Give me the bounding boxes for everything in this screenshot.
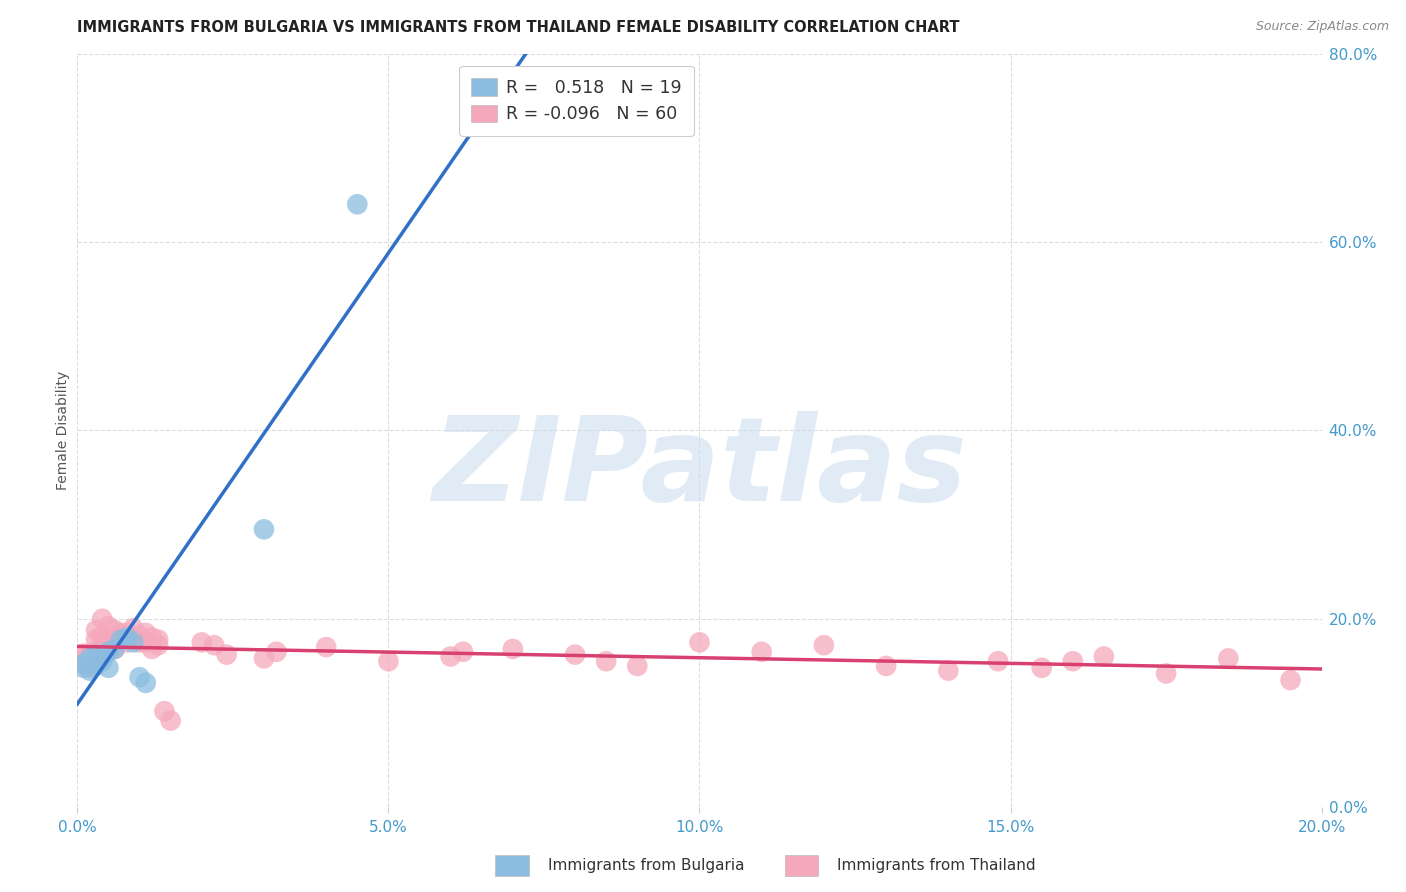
Point: [79, 647, 101, 661]
Point: [141, 642, 163, 657]
Point: [191, 635, 214, 649]
Text: IMMIGRANTS FROM BULGARIA VS IMMIGRANTS FROM THAILAND FEMALE DISABILITY CORRELATI: IMMIGRANTS FROM BULGARIA VS IMMIGRANTS F…: [77, 20, 960, 35]
Point: [689, 635, 711, 649]
Point: [987, 654, 1010, 668]
Point: [122, 632, 145, 647]
Point: [377, 654, 399, 668]
Point: [626, 659, 648, 673]
Point: [1218, 651, 1240, 665]
Point: [97, 661, 120, 675]
Point: [1279, 673, 1302, 687]
Point: [502, 642, 524, 657]
Point: [315, 640, 337, 654]
Point: [104, 642, 127, 657]
Point: [153, 704, 176, 718]
Point: [72, 657, 94, 671]
Point: [79, 651, 101, 665]
Point: [266, 645, 288, 659]
Point: [84, 623, 107, 637]
Point: [91, 654, 114, 668]
Point: [128, 670, 150, 684]
Point: [1031, 661, 1053, 675]
Point: [84, 659, 107, 673]
Point: [1062, 654, 1084, 668]
Point: [97, 645, 120, 659]
Legend: R =   0.518   N = 19, R = -0.096   N = 60: R = 0.518 N = 19, R = -0.096 N = 60: [460, 66, 695, 136]
Point: [159, 714, 181, 728]
Y-axis label: Female Disability: Female Disability: [56, 371, 70, 490]
Text: ZIPatlas: ZIPatlas: [432, 410, 967, 525]
Point: [84, 648, 107, 662]
Point: [938, 664, 960, 678]
Point: [122, 635, 145, 649]
Point: [346, 197, 368, 211]
Point: [104, 642, 127, 657]
Point: [91, 648, 114, 662]
Point: [128, 629, 150, 643]
Point: [751, 645, 773, 659]
Point: [115, 631, 138, 645]
Point: [135, 676, 157, 690]
Point: [84, 654, 107, 668]
Point: [440, 649, 463, 664]
Point: [122, 621, 145, 635]
Text: Immigrants from Thailand: Immigrants from Thailand: [837, 858, 1035, 872]
Point: [79, 661, 101, 675]
Point: [97, 619, 120, 633]
Point: [115, 635, 138, 649]
Point: [79, 664, 101, 678]
Point: [253, 522, 276, 536]
Point: [97, 645, 120, 659]
Point: [110, 632, 132, 647]
Point: [141, 631, 163, 645]
Point: [875, 659, 897, 673]
Point: [135, 626, 157, 640]
Point: [84, 654, 107, 668]
Point: [91, 638, 114, 652]
Point: [115, 626, 138, 640]
Point: [84, 645, 107, 659]
Point: [91, 649, 114, 664]
Text: Source: ZipAtlas.com: Source: ZipAtlas.com: [1256, 20, 1389, 33]
Point: [91, 629, 114, 643]
Point: [148, 638, 170, 652]
Point: [72, 661, 94, 675]
Point: [72, 651, 94, 665]
Point: [148, 632, 170, 647]
Point: [595, 654, 617, 668]
Point: [110, 626, 132, 640]
Point: [253, 651, 276, 665]
Point: [128, 635, 150, 649]
Point: [1154, 666, 1177, 681]
Point: [110, 632, 132, 647]
Point: [84, 632, 107, 647]
Point: [104, 623, 127, 637]
Point: [564, 648, 586, 662]
Point: [97, 632, 120, 647]
Point: [135, 635, 157, 649]
Point: [1092, 649, 1115, 664]
Point: [451, 645, 474, 659]
Point: [813, 638, 835, 652]
Point: [79, 651, 101, 665]
Point: [215, 648, 238, 662]
Text: Immigrants from Bulgaria: Immigrants from Bulgaria: [548, 858, 745, 872]
Point: [202, 638, 225, 652]
Point: [104, 632, 127, 647]
Point: [72, 656, 94, 670]
Point: [91, 612, 114, 626]
Point: [72, 647, 94, 661]
